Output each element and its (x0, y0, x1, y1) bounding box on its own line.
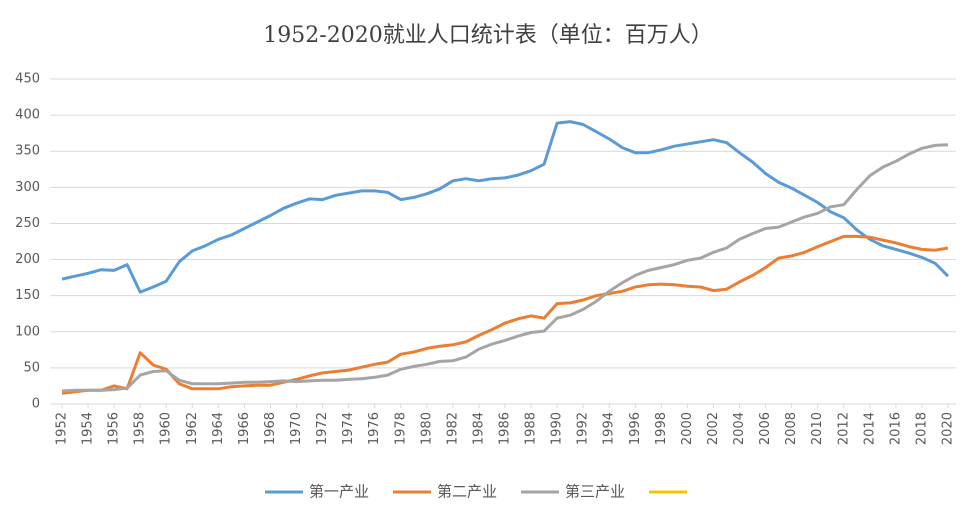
x-tick-label: 1964 (211, 412, 226, 445)
x-tick-label: 1998 (654, 412, 669, 445)
x-tick-label: 2016 (888, 412, 903, 445)
x-tick-label: 1986 (498, 412, 513, 445)
y-tick-label: 200 (15, 252, 40, 267)
x-tick-label: 1962 (185, 412, 200, 445)
x-tick-label: 1970 (289, 412, 304, 445)
x-tick-label: 1996 (628, 412, 643, 445)
x-tick-label: 1956 (107, 412, 122, 445)
x-tick-label: 1990 (550, 412, 565, 445)
y-tick-label: 0 (32, 397, 40, 412)
x-tick-label: 1984 (471, 412, 486, 445)
x-tick-label: 2014 (862, 412, 877, 445)
x-tick-label: 2000 (680, 412, 695, 445)
legend-label: 第一产业 (309, 483, 369, 501)
x-tick-label: 1972 (315, 412, 330, 445)
x-tick-label: 1994 (602, 412, 617, 445)
x-tick-label: 1960 (159, 412, 174, 445)
series-line (61, 120, 950, 294)
x-tick-label: 1982 (445, 412, 460, 445)
x-tick-label: 1952 (55, 412, 70, 445)
y-tick-label: 150 (15, 288, 40, 303)
y-tick-label: 50 (23, 360, 40, 375)
x-tick-label: 2006 (758, 412, 773, 445)
x-tick-label: 1968 (263, 412, 278, 445)
x-tick-label: 1976 (367, 412, 382, 445)
series-line (61, 143, 949, 393)
x-tick-label: 2012 (836, 412, 851, 445)
x-tick-label: 1992 (576, 412, 591, 445)
x-tick-label: 2018 (914, 412, 929, 445)
y-tick-label: 250 (15, 216, 40, 231)
x-tick-label: 1974 (341, 412, 356, 445)
x-tick-label: 1980 (419, 412, 434, 445)
x-tick-label: 1958 (133, 412, 148, 445)
y-tick-label: 300 (15, 180, 40, 195)
x-tick-label: 2008 (784, 412, 799, 445)
legend-label: 第三产业 (565, 483, 625, 501)
x-tick-label: 2020 (941, 412, 956, 445)
x-tick-label: 2004 (732, 412, 747, 445)
y-tick-label: 100 (15, 324, 40, 339)
y-tick-label: 350 (15, 144, 40, 159)
x-tick-label: 1978 (393, 412, 408, 445)
x-tick-label: 2010 (810, 412, 825, 445)
x-tick-label: 1966 (237, 412, 252, 445)
chart-title: 1952-2020就业人口统计表（单位：百万人） (263, 23, 712, 48)
y-tick-label: 400 (15, 108, 40, 123)
y-tick-label: 450 (15, 72, 40, 87)
x-tick-label: 1954 (81, 412, 96, 445)
x-tick-label: 1988 (524, 412, 539, 445)
series-line (61, 234, 949, 395)
legend-label: 第二产业 (437, 483, 497, 501)
x-tick-label: 2002 (706, 412, 721, 445)
